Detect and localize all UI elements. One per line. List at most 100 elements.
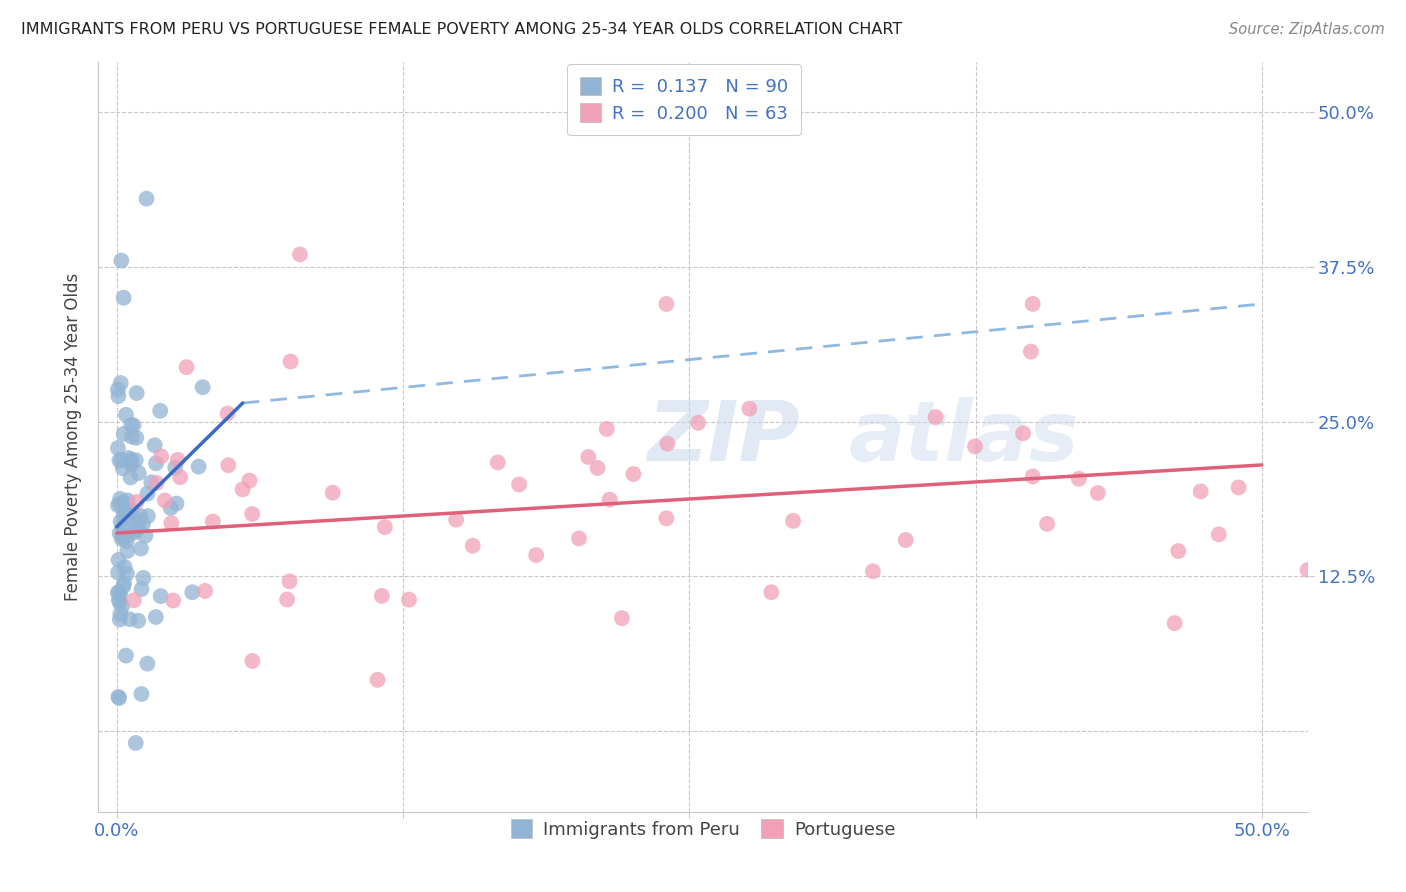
Point	[115, 534, 138, 549]
Point	[120, 453, 142, 467]
Point	[398, 592, 420, 607]
Y-axis label: Female Poverty Among 25-34 Year Olds: Female Poverty Among 25-34 Year Olds	[65, 273, 83, 601]
Point	[135, 192, 157, 206]
Point	[1296, 563, 1319, 577]
Point	[125, 736, 148, 750]
Point	[374, 520, 396, 534]
Point	[108, 453, 131, 467]
Point	[132, 516, 155, 531]
Point	[371, 589, 394, 603]
Point	[461, 539, 484, 553]
Point	[181, 585, 204, 599]
Point	[238, 474, 260, 488]
Point	[1022, 469, 1045, 483]
Point	[586, 461, 609, 475]
Point	[110, 607, 132, 621]
Point	[115, 502, 138, 516]
Point	[242, 654, 264, 668]
Point	[1167, 544, 1189, 558]
Point	[112, 495, 135, 509]
Point	[114, 560, 136, 574]
Point	[125, 431, 148, 445]
Text: Source: ZipAtlas.com: Source: ZipAtlas.com	[1229, 22, 1385, 37]
Point	[108, 612, 131, 626]
Point	[963, 439, 986, 453]
Point	[121, 458, 143, 472]
Point	[143, 438, 166, 452]
Point	[124, 525, 146, 540]
Point	[115, 648, 138, 663]
Point	[131, 687, 153, 701]
Point	[108, 595, 131, 609]
Point	[444, 513, 467, 527]
Point	[125, 386, 148, 401]
Point	[136, 509, 159, 524]
Point	[125, 495, 148, 509]
Point	[486, 455, 509, 469]
Point	[110, 515, 132, 529]
Point	[924, 410, 946, 425]
Point	[862, 564, 884, 578]
Point	[128, 466, 150, 480]
Point	[153, 493, 176, 508]
Text: IMMIGRANTS FROM PERU VS PORTUGUESE FEMALE POVERTY AMONG 25-34 YEAR OLDS CORRELAT: IMMIGRANTS FROM PERU VS PORTUGUESE FEMAL…	[21, 22, 903, 37]
Point	[149, 404, 172, 418]
Point	[120, 470, 142, 484]
Point	[112, 500, 135, 515]
Point	[894, 533, 917, 547]
Point	[107, 566, 129, 580]
Point	[114, 511, 136, 525]
Point	[110, 253, 132, 268]
Point	[524, 548, 547, 562]
Point	[127, 614, 149, 628]
Legend: Immigrants from Peru, Portuguese: Immigrants from Peru, Portuguese	[502, 810, 904, 847]
Point	[160, 516, 183, 530]
Point	[107, 389, 129, 403]
Text: atlas: atlas	[848, 397, 1078, 477]
Point	[194, 584, 217, 599]
Point	[508, 477, 530, 491]
Point	[110, 453, 132, 467]
Point	[150, 450, 173, 464]
Point	[1087, 486, 1109, 500]
Point	[165, 460, 187, 475]
Point	[124, 522, 146, 536]
Point	[782, 514, 804, 528]
Point	[145, 610, 167, 624]
Point	[115, 566, 138, 581]
Point	[1036, 516, 1059, 531]
Point	[134, 529, 156, 543]
Point	[111, 520, 134, 534]
Point	[120, 418, 142, 433]
Point	[596, 422, 619, 436]
Point	[176, 360, 198, 375]
Text: ZIP: ZIP	[647, 397, 800, 477]
Point	[232, 483, 254, 497]
Point	[108, 497, 131, 511]
Point	[125, 524, 148, 538]
Point	[112, 503, 135, 517]
Point	[131, 582, 153, 596]
Point	[129, 541, 152, 556]
Point	[108, 593, 131, 607]
Point	[108, 491, 131, 506]
Point	[322, 485, 344, 500]
Point	[110, 376, 132, 390]
Point	[217, 407, 239, 421]
Point	[1227, 480, 1250, 494]
Point	[187, 459, 209, 474]
Point	[688, 416, 710, 430]
Point	[107, 585, 129, 599]
Point	[610, 611, 633, 625]
Point	[107, 553, 129, 567]
Point	[141, 475, 163, 490]
Point	[111, 599, 134, 613]
Point	[367, 673, 389, 687]
Point	[276, 592, 298, 607]
Point	[599, 492, 621, 507]
Point	[111, 532, 134, 546]
Point	[568, 532, 591, 546]
Point	[1022, 297, 1045, 311]
Point	[115, 408, 138, 422]
Point	[132, 571, 155, 585]
